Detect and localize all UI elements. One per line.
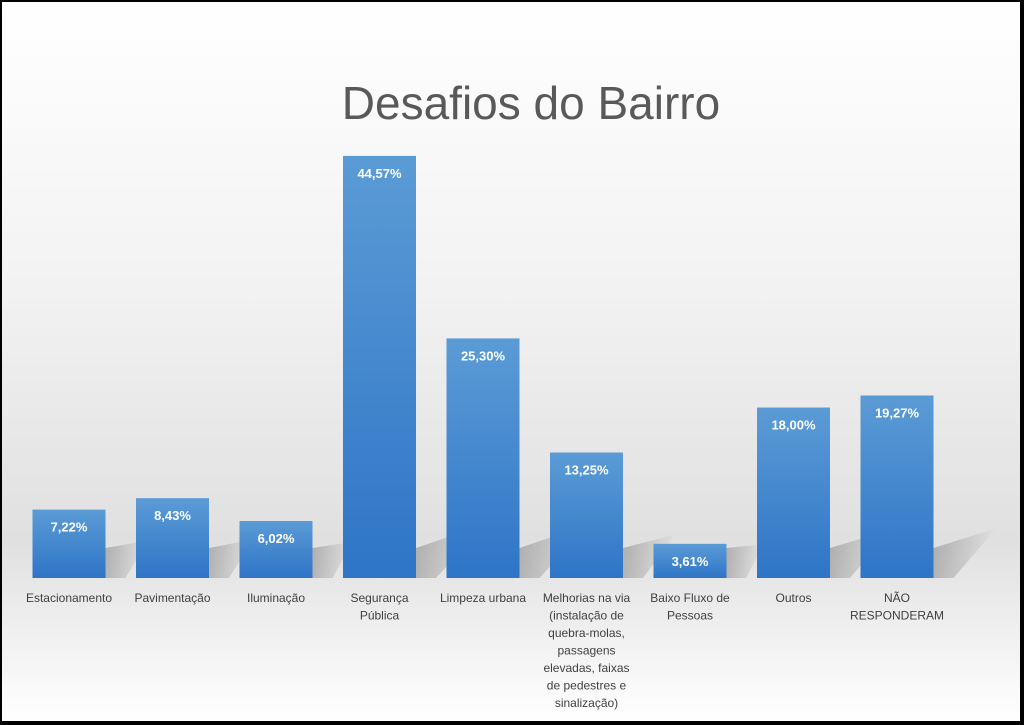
bar	[239, 520, 313, 578]
bar-shadow	[726, 544, 763, 578]
category-label-line: Outros	[775, 591, 811, 605]
category-label: Pavimentação	[134, 591, 210, 605]
category-label-line: quebra-molas,	[548, 626, 625, 640]
data-label: 18,00%	[771, 418, 816, 433]
bar	[136, 498, 209, 578]
category-label: Baixo Fluxo de Pessoas	[650, 591, 730, 623]
category-label-line: Baixo Fluxo de	[650, 591, 730, 605]
category-label-line: Melhorias na via	[543, 591, 631, 605]
category-label-line: Pavimentação	[134, 591, 210, 605]
category-label-line: elevadas, faixas	[543, 661, 629, 675]
category-label: Iluminação	[247, 591, 305, 605]
bar	[860, 395, 934, 578]
bars	[32, 155, 934, 578]
bar-shadow	[933, 528, 997, 578]
data-label: 7,22%	[51, 520, 88, 535]
bar	[757, 407, 830, 578]
data-label: 19,27%	[875, 406, 920, 421]
category-label-line: passagens	[557, 644, 615, 658]
bar-shadow	[312, 541, 353, 578]
category-label-line: RESPONDERAM	[850, 609, 944, 623]
bar	[550, 452, 623, 578]
category-label: Estacionamento	[26, 591, 112, 605]
data-label: 25,30%	[461, 348, 506, 363]
category-label-line: Pública	[360, 609, 400, 623]
category-label-line: NÃO	[884, 591, 910, 605]
data-label: 6,02%	[258, 531, 295, 546]
category-label-line: Pessoas	[667, 609, 713, 623]
category-label-line: de pedestres e	[547, 679, 627, 693]
data-label: 8,43%	[154, 508, 191, 523]
category-label: Outros	[775, 591, 811, 605]
bar	[653, 543, 727, 578]
data-label: 13,25%	[564, 463, 609, 478]
data-labels: 7,22% 8,43% 6,02% 44,57% 25,30% 13,25% 3,61% 18…	[51, 166, 920, 569]
category-label-line: Segurança	[350, 591, 408, 605]
chart-title: Desafios do Bairro	[342, 77, 720, 129]
category-label: Melhorias na via (instalação de quebra-mol…	[543, 591, 631, 710]
category-label-line: sinalização)	[555, 696, 618, 710]
category-labels: Estacionamento Pavimentação Iluminação Segu…	[26, 591, 944, 710]
category-label-line: Limpeza urbana	[440, 591, 526, 605]
category-label: NÃO RESPONDERAM	[850, 591, 944, 623]
category-label: Segurança Pública	[350, 591, 408, 623]
bar	[32, 509, 106, 578]
category-label-line: Iluminação	[247, 591, 305, 605]
bar	[343, 155, 416, 578]
data-label: 44,57%	[357, 166, 402, 181]
category-label: Limpeza urbana	[440, 591, 526, 605]
category-label-line: Estacionamento	[26, 591, 112, 605]
bar	[446, 338, 520, 578]
data-label: 3,61%	[672, 554, 709, 569]
category-label-line: (instalação de	[549, 609, 624, 623]
